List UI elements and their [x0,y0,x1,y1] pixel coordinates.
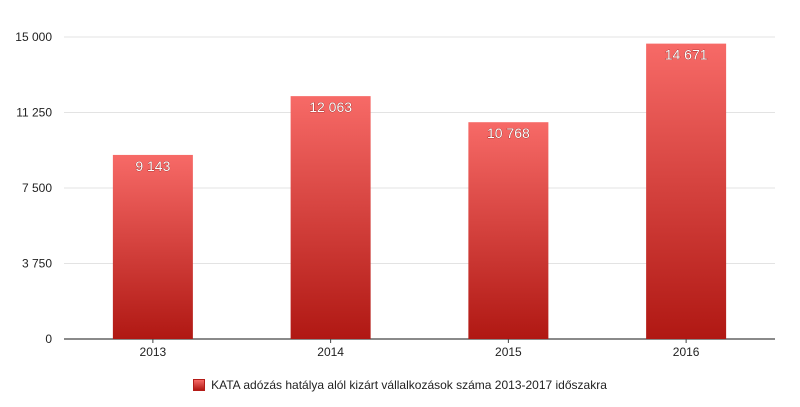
x-tick-label: 2013 [140,345,167,359]
y-tick-label: 11 250 [16,106,52,120]
y-tick-label: 3 750 [22,257,52,271]
y-tick-label: 0 [45,332,52,346]
data-label: 12 063 [309,99,352,115]
data-label: 10 768 [487,125,530,141]
x-tick-label: 2016 [673,345,700,359]
bar [646,43,727,339]
data-labels: 9 143 12 063 10 768 14 671 [135,46,708,174]
data-label: 14 671 [665,47,708,63]
x-axis-tick-labels: 2013 2014 2015 2016 [140,339,700,359]
bars [112,43,727,340]
bar [290,96,371,340]
bar [112,154,193,339]
y-tick-label: 7 500 [22,181,52,195]
x-tick-label: 2014 [317,345,344,359]
y-axis-tick-labels: 0 3 750 7 500 11 250 15 000 [15,30,52,346]
x-tick-label: 2015 [495,345,522,359]
data-label: 9 143 [135,158,170,174]
y-tick-label: 15 000 [15,30,52,44]
legend-label: KATA adózás hatálya alól kizárt vállalko… [211,378,607,392]
legend: KATA adózás hatálya alól kizárt vállalko… [0,378,800,392]
bar-chart: 0 3 750 7 500 11 250 15 000 2013 2014 2015 2016… [15,30,775,359]
bar [468,122,549,339]
legend-swatch [193,379,206,391]
